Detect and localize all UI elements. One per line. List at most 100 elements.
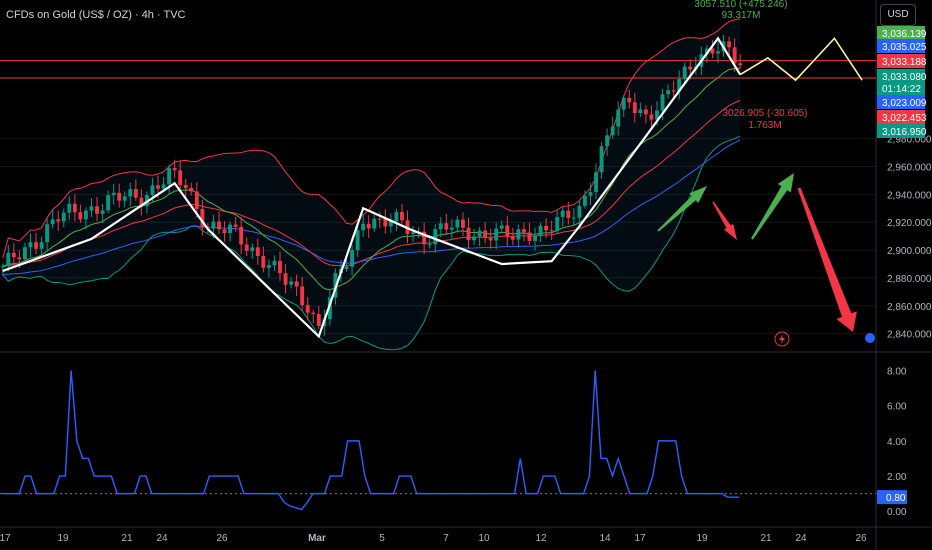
candle xyxy=(538,222,543,242)
currency-button[interactable]: USD xyxy=(880,4,916,26)
indicator-tick-label: 2.00 xyxy=(887,472,907,483)
zigzag-line xyxy=(2,36,742,339)
candle-body xyxy=(438,223,443,230)
candle xyxy=(411,225,415,242)
candle xyxy=(372,214,377,232)
candle-body xyxy=(483,230,488,239)
candle xyxy=(217,211,221,234)
candle-body xyxy=(272,260,277,266)
candle xyxy=(555,209,560,235)
candle xyxy=(261,246,266,273)
price-tag xyxy=(877,124,925,138)
candle-body xyxy=(83,210,88,220)
down-arrow-2 xyxy=(797,187,857,332)
candle xyxy=(494,222,499,250)
candle-body xyxy=(67,203,72,213)
candle xyxy=(350,244,355,276)
candle-body xyxy=(89,206,94,211)
candle xyxy=(594,163,598,200)
candle-body xyxy=(239,226,244,245)
candle xyxy=(438,217,443,238)
candle xyxy=(228,221,233,242)
candle xyxy=(582,190,587,209)
candle-body xyxy=(128,189,133,197)
candle xyxy=(233,216,238,232)
candle xyxy=(194,182,199,218)
up-arrow-2 xyxy=(751,173,794,240)
candle-body xyxy=(250,247,255,251)
candle-body xyxy=(327,297,332,320)
candle xyxy=(167,164,172,194)
candle xyxy=(294,274,299,297)
candle-body xyxy=(39,242,44,249)
time-tick-label: 17 xyxy=(634,533,646,544)
candle-body xyxy=(189,187,194,192)
price-tag xyxy=(877,95,925,109)
flag-icon xyxy=(865,333,875,343)
candle xyxy=(239,217,244,255)
price-tag xyxy=(877,39,925,53)
candle xyxy=(716,41,720,64)
candle-body xyxy=(34,242,38,249)
candle xyxy=(327,290,332,326)
candle-body xyxy=(61,212,66,222)
candle xyxy=(100,203,105,224)
event-lightning-icon xyxy=(774,331,790,347)
price-tag xyxy=(877,69,925,83)
candle-body xyxy=(738,63,743,66)
indicator-tick-label: 4.00 xyxy=(887,437,907,448)
candle xyxy=(355,224,360,258)
price-tag-text: 3,023.009 xyxy=(882,98,927,109)
candle-body xyxy=(117,192,122,201)
time-tick-label: 17 xyxy=(0,533,11,544)
candle-body xyxy=(355,230,360,251)
candle xyxy=(250,243,255,260)
candle-body xyxy=(316,313,321,326)
candle-body xyxy=(710,48,715,54)
candle xyxy=(422,222,427,255)
price-tick-label: 2,920.000 xyxy=(887,218,932,229)
candle-body xyxy=(660,94,665,111)
candle-body xyxy=(627,97,632,103)
candle-body xyxy=(555,216,560,231)
time-tick-label: 12 xyxy=(535,533,547,544)
candle-body xyxy=(505,225,510,237)
candle xyxy=(34,232,38,255)
candle-body xyxy=(621,97,626,110)
time-tick-label: 21 xyxy=(121,533,133,544)
candle-body xyxy=(28,242,33,248)
candle xyxy=(549,220,554,241)
candle xyxy=(266,259,271,278)
candle-body xyxy=(200,209,205,228)
candle-body xyxy=(655,110,659,120)
candle xyxy=(632,92,637,123)
candle-body xyxy=(377,218,382,220)
time-tick-label: 26 xyxy=(216,533,228,544)
candle-body xyxy=(571,217,576,219)
candle xyxy=(588,182,593,206)
low-annotation: 3026.905 (-30.605) xyxy=(722,108,808,119)
candle-body xyxy=(444,223,449,230)
candle xyxy=(577,200,582,227)
price-tag-text: 3,035.025 xyxy=(882,42,927,53)
candle-body xyxy=(23,247,27,260)
candle-body xyxy=(217,221,221,230)
candle xyxy=(122,191,127,208)
candle-body xyxy=(255,247,260,257)
candle-body xyxy=(17,257,22,260)
candle-body xyxy=(560,210,565,217)
candle-body xyxy=(455,219,460,228)
indicator-tag-text: 0.80 xyxy=(886,493,906,504)
price-tag-text: 3,036.139 xyxy=(882,29,927,40)
candle-body xyxy=(266,265,271,268)
candle-body xyxy=(433,229,438,245)
candle xyxy=(560,206,565,227)
candle-body xyxy=(677,79,682,92)
candle-body xyxy=(311,312,316,314)
candle-body xyxy=(161,184,166,189)
candle xyxy=(388,213,393,233)
candle-body xyxy=(605,135,610,147)
price-tag-text: 3,016.950 xyxy=(882,127,927,138)
candle xyxy=(45,218,50,252)
